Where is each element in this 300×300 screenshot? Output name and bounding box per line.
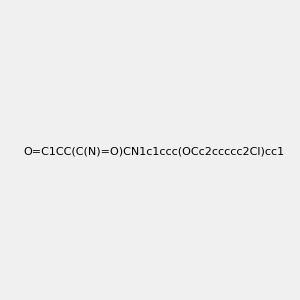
Text: O=C1CC(C(N)=O)CN1c1ccc(OCc2ccccc2Cl)cc1: O=C1CC(C(N)=O)CN1c1ccc(OCc2ccccc2Cl)cc1 xyxy=(23,146,284,157)
